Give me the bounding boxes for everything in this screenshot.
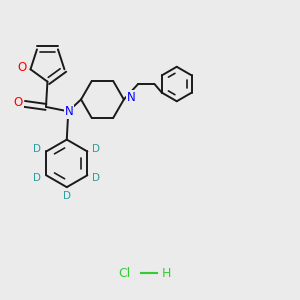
Text: D: D xyxy=(92,144,100,154)
Text: O: O xyxy=(18,61,27,74)
Text: D: D xyxy=(33,144,41,154)
Text: Cl: Cl xyxy=(118,267,131,280)
Text: O: O xyxy=(14,96,23,109)
Text: N: N xyxy=(65,105,74,118)
Text: D: D xyxy=(92,172,100,183)
Text: N: N xyxy=(127,91,136,103)
Text: D: D xyxy=(63,191,71,201)
Text: D: D xyxy=(33,172,41,183)
Text: H: H xyxy=(162,267,171,280)
